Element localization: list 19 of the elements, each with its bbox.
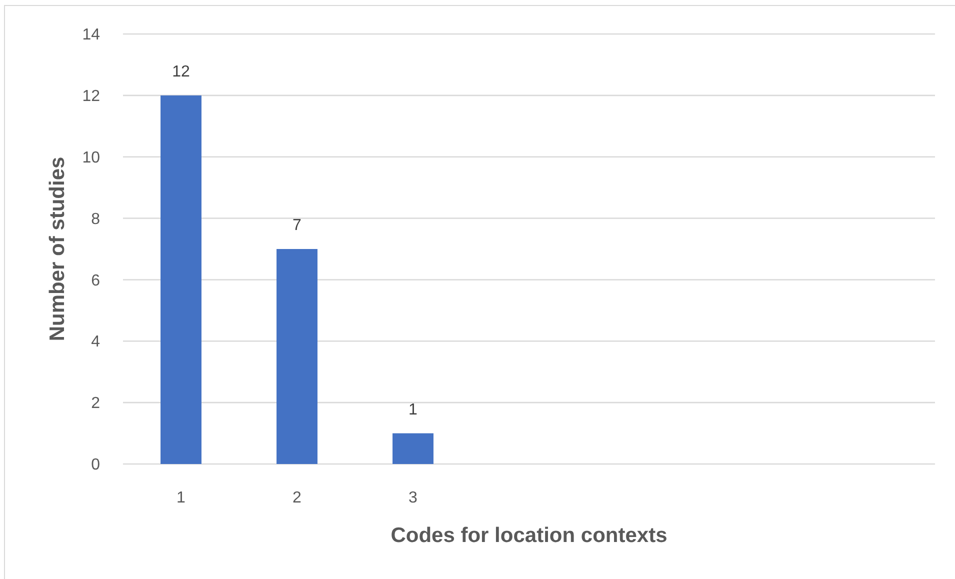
y-tick-label: 14 [82,26,100,44]
x-axis-title: Codes for location contexts [390,524,668,547]
x-tick-label: 2 [292,490,302,507]
x-tick-label: 1 [176,490,186,507]
bar [160,95,202,464]
y-tick-label: 12 [82,88,100,106]
data-label: 7 [292,217,302,234]
y-tick-label: 4 [91,334,100,351]
bar [392,433,434,464]
data-label: 1 [408,401,418,418]
y-axis-title: Number of studies [46,156,69,342]
bar [276,249,318,464]
y-tick-label: 6 [91,272,100,290]
y-tick-label: 0 [91,456,100,474]
data-label: 12 [172,63,190,80]
y-tick-label: 8 [91,210,100,228]
y-tick-label: 2 [91,395,100,412]
x-tick-label: 3 [408,490,418,507]
y-tick-label: 10 [82,149,100,166]
